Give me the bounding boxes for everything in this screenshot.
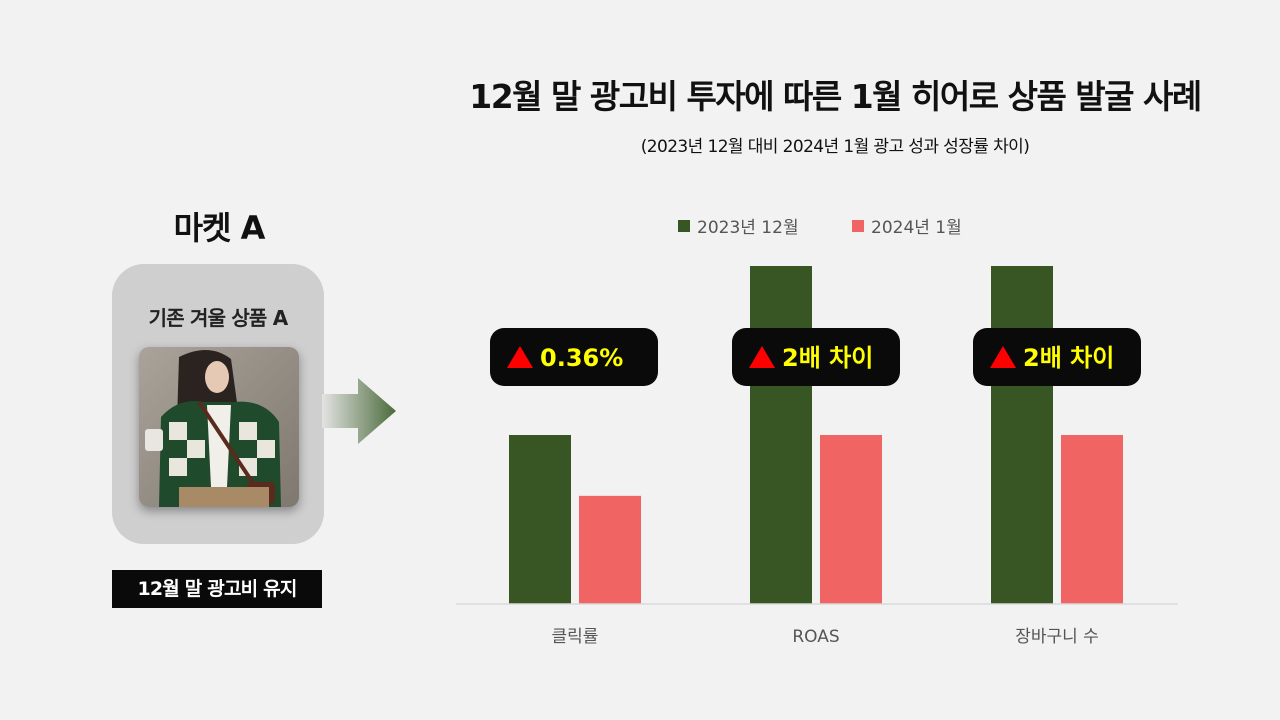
bar-2023-0	[509, 435, 571, 604]
product-photo-image	[139, 347, 299, 507]
badge-text: 2배 차이	[1023, 344, 1114, 372]
legend-swatch-2023	[678, 220, 690, 232]
footer-label: 12월 말 광고비 유지	[112, 570, 322, 608]
growth-badge: 2배 차이	[732, 328, 900, 386]
page-title: 12월 말 광고비 투자에 따른 1월 히어로 상품 발굴 사례	[469, 77, 1202, 116]
page-subtitle: (2023년 12월 대비 2024년 1월 광고 성과 성장률 차이)	[640, 137, 1030, 157]
legend-swatch-2024	[852, 220, 864, 232]
bar-2024-1	[820, 435, 882, 604]
x-tick-labels: 클릭률 ROAS 장바구니 수	[552, 627, 1099, 647]
badge-background	[973, 328, 1141, 386]
x-tick-label: 클릭률	[552, 627, 599, 647]
up-triangle-icon	[749, 346, 775, 368]
badge-text: 2배 차이	[782, 344, 873, 372]
growth-badge: 2배 차이	[973, 328, 1141, 386]
badge-background	[732, 328, 900, 386]
market-name: 마켓 A	[173, 209, 266, 247]
up-triangle-icon	[990, 346, 1016, 368]
legend-label-2023: 2023년 12월	[697, 218, 799, 238]
chart-legend: 2023년 12월 2024년 1월	[678, 218, 962, 238]
growth-badge: 0.36%	[490, 328, 658, 386]
product-card: 기존 겨울 상품 A	[112, 264, 324, 544]
growth-badges: 0.36% 2배 차이 2배 차이	[490, 328, 1141, 386]
x-tick-label: ROAS	[792, 627, 839, 647]
product-label: 기존 겨울 상품 A	[148, 306, 289, 330]
chart-bars	[509, 266, 1123, 604]
product-photo	[139, 347, 299, 507]
x-tick-label: 장바구니 수	[1015, 627, 1099, 647]
up-triangle-icon	[507, 346, 533, 368]
legend-label-2024: 2024년 1월	[871, 218, 962, 238]
badge-background	[490, 328, 658, 386]
bar-2023-1	[750, 266, 812, 604]
right-arrow-icon	[322, 378, 396, 444]
badge-text: 0.36%	[540, 344, 623, 372]
bar-2023-2	[991, 266, 1053, 604]
bar-2024-0	[579, 495, 641, 604]
bar-2024-2	[1061, 435, 1123, 604]
